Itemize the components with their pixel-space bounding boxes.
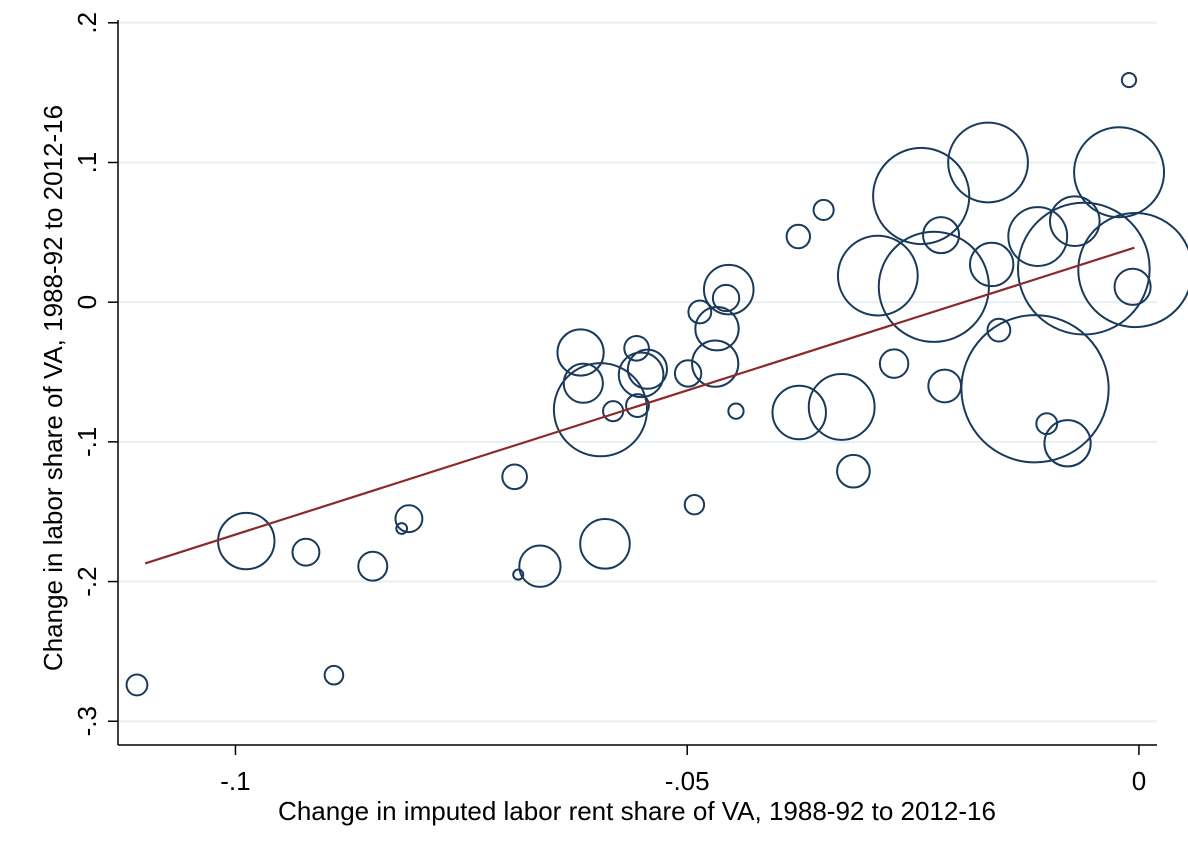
bubble-point: [1077, 212, 1188, 329]
fitted-line: [144, 246, 1135, 565]
bubble-point: [1016, 201, 1151, 336]
bubble-point: [812, 198, 835, 222]
gridlines: [118, 21, 1157, 723]
bubble-point: [395, 522, 409, 535]
bubble-point: [617, 351, 665, 399]
bubble-point: [968, 241, 1015, 288]
bubble-point: [394, 504, 424, 534]
bubble-point: [357, 550, 389, 582]
bubble-point: [683, 494, 706, 516]
bubble-point: [1007, 206, 1069, 267]
bubble-point: [626, 348, 669, 390]
bubble-point: [927, 368, 963, 404]
y-tick-label: -.3: [72, 706, 102, 736]
bubble-point: [518, 544, 562, 588]
bubble-point: [623, 334, 650, 362]
bubble-point: [836, 453, 871, 489]
bubble-point: [771, 384, 827, 441]
bubble-point: [1113, 267, 1152, 306]
bubble-point: [807, 373, 876, 441]
x-axis-title: Change in imputed labor rent share of VA…: [278, 796, 996, 826]
bubble-point: [562, 362, 604, 404]
bubble-point: [986, 317, 1012, 343]
bubble-point: [1043, 419, 1092, 468]
bubble-point: [291, 537, 321, 567]
y-tick-label: -.2: [72, 566, 102, 596]
bubble-point: [836, 234, 919, 317]
bubble-point: [1120, 71, 1138, 89]
bubble-point: [691, 339, 740, 388]
bubble-point: [125, 673, 149, 697]
bubble-point: [323, 664, 345, 686]
bubble-point: [785, 223, 812, 250]
tick-labels: .2 .1 0 -.1 -.2 -.3 -.1 -.05 0: [72, 12, 1146, 796]
x-tick-label: 0: [1132, 766, 1146, 796]
y-tick-label: -.1: [72, 427, 102, 457]
bubble-point: [1035, 412, 1059, 436]
y-tick-label: .1: [72, 152, 102, 174]
bubble-point: [1049, 195, 1101, 247]
bubble-markers: [125, 71, 1188, 697]
bubble-point: [872, 146, 971, 246]
y-tick-label: 0: [72, 295, 102, 309]
bubble-point: [556, 328, 605, 377]
bubble-point: [878, 348, 910, 379]
bubble-point: [702, 263, 755, 316]
x-tick-label: -.05: [665, 766, 710, 796]
bubble-point: [579, 518, 631, 570]
bubble-point: [1073, 126, 1166, 219]
bubble-point: [625, 393, 650, 418]
y-axis-title: Change in labor share of VA, 1988-92 to …: [38, 105, 68, 671]
bubble-point: [922, 216, 961, 255]
axes: [108, 20, 1157, 755]
bubble-point: [673, 359, 703, 388]
bubble-point: [501, 463, 528, 491]
x-tick-label: -.1: [220, 766, 250, 796]
bubble-point: [512, 568, 525, 581]
y-tick-label: .2: [72, 12, 102, 34]
bubble-point: [687, 299, 713, 325]
bubble-point: [711, 283, 741, 313]
bubble-point: [727, 402, 745, 420]
bubble-point: [947, 121, 1029, 204]
fitted-line-group: [144, 246, 1135, 565]
